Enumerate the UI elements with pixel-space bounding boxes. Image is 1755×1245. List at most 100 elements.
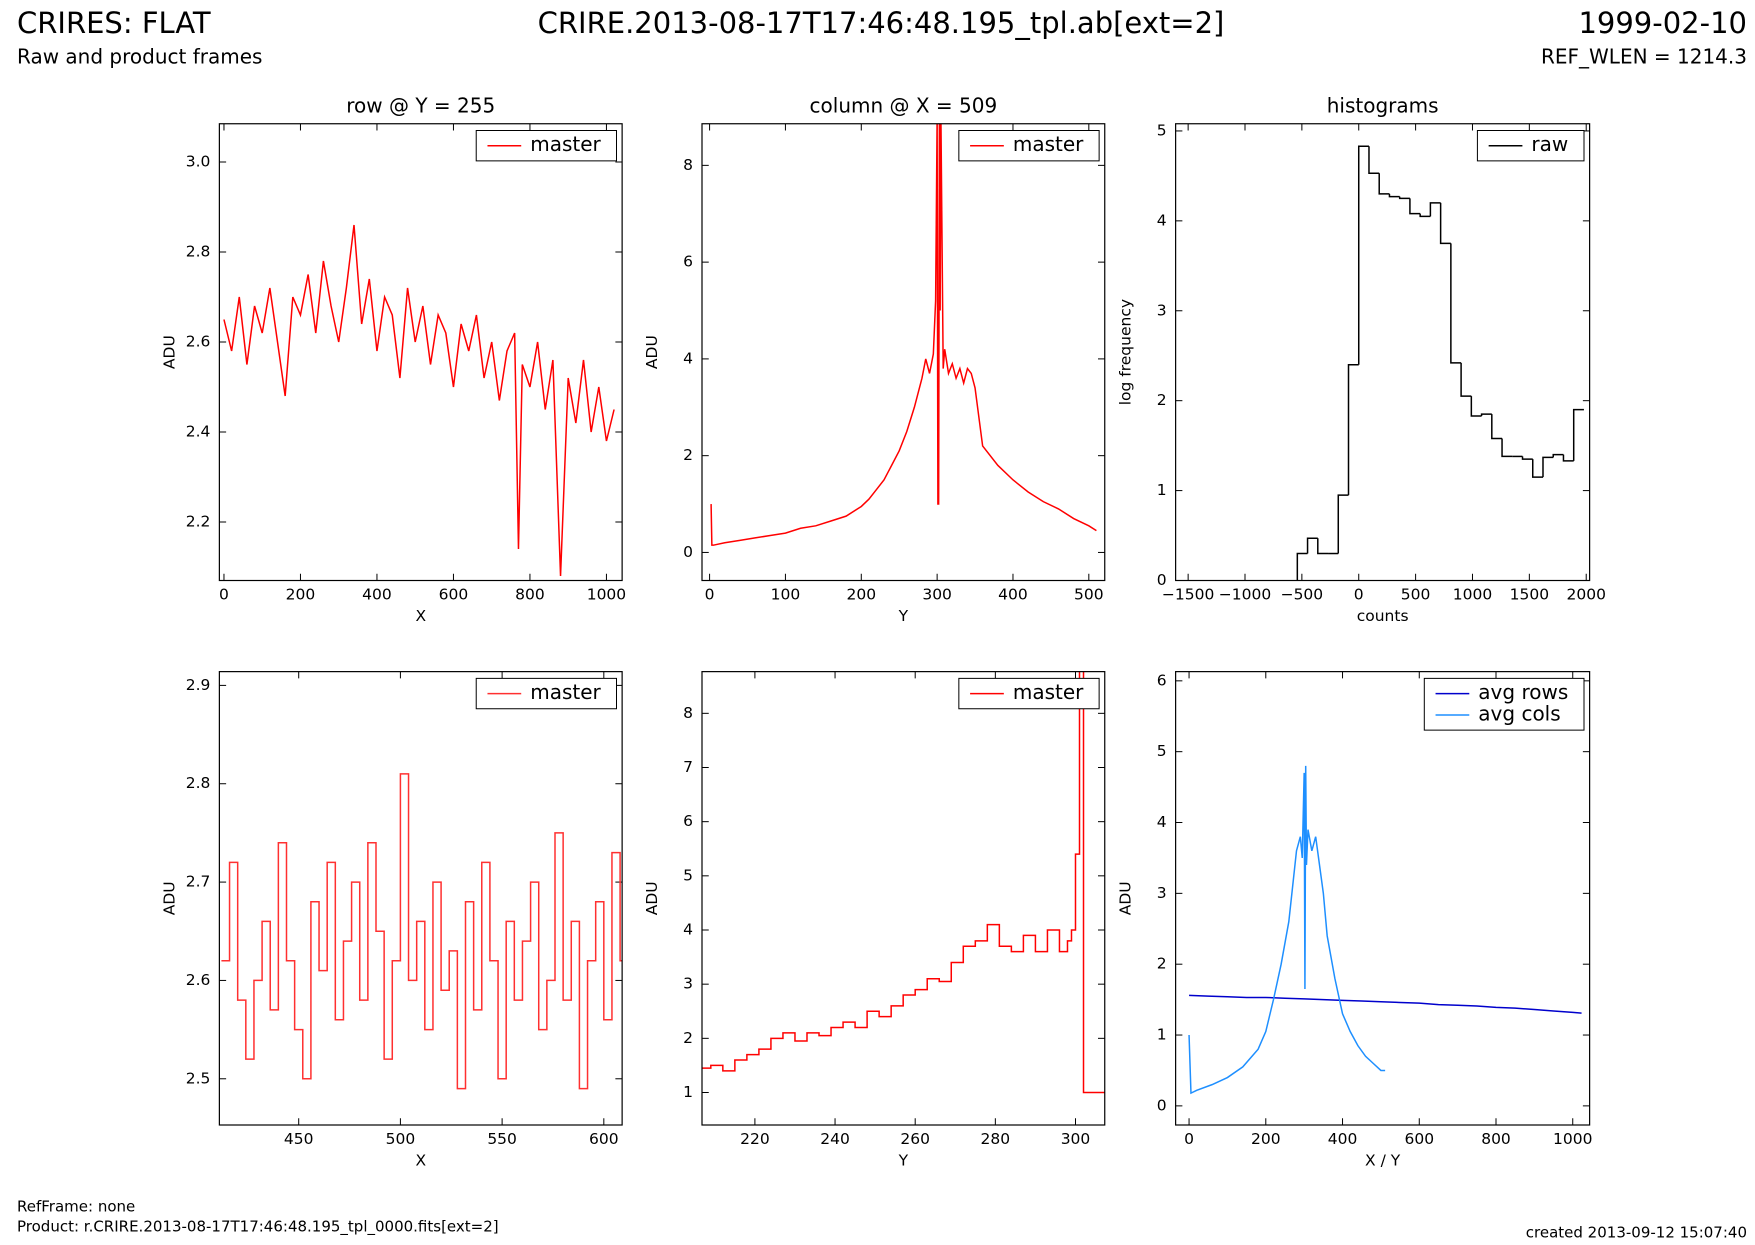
plot-area	[1188, 765, 1582, 1095]
created: created 2013-09-12 15:07:40	[1526, 1224, 1747, 1242]
x-tick-label: 300	[922, 586, 952, 604]
file-name: CRIRE.2013-08-17T17:46:48.195_tpl.ab[ext…	[538, 6, 1225, 40]
x-tick-label: −1500	[1162, 586, 1214, 604]
x-tick-label: 450	[284, 1130, 314, 1148]
x-tick-label: 300	[1061, 1130, 1091, 1148]
legend-label: raw	[1531, 132, 1568, 156]
x-tick-label: 500	[386, 1130, 416, 1148]
data-line	[1188, 765, 1386, 1095]
histogram-bin	[1450, 243, 1462, 364]
y-tick-label: 2.8	[186, 774, 211, 792]
y-tick-label: 6	[683, 812, 693, 830]
histogram-bin	[1419, 213, 1431, 218]
refframe: RefFrame: none	[17, 1198, 135, 1216]
histogram-bin	[1296, 552, 1308, 581]
y-tick-label: 7	[683, 758, 693, 776]
y-tick-label: 2.8	[186, 243, 211, 261]
x-tick-label: −500	[1281, 586, 1324, 604]
y-tick-label: 2	[683, 446, 693, 464]
x-tick-label: 0	[219, 586, 229, 604]
y-tick-label: 6	[1157, 671, 1167, 689]
legend-label: master	[530, 132, 601, 156]
y-tick-label: 2.5	[186, 1069, 211, 1087]
data-line	[223, 224, 615, 577]
y-axis-label: log frequency	[1117, 299, 1135, 405]
y-tick-label: 2	[683, 1029, 693, 1047]
x-axis-label: X	[415, 1152, 426, 1170]
histogram-bin	[1460, 362, 1472, 397]
legend-label: avg cols	[1478, 701, 1560, 725]
panel: −1500 −1000 −500 0 500 1000 1500 2000 0 1 2 3 4 5 hist…	[1117, 93, 1606, 625]
histogram-bin	[1439, 202, 1451, 245]
legend-box	[958, 677, 1100, 710]
legend-label: master	[530, 680, 601, 704]
legend: raw	[1476, 130, 1585, 162]
histogram-bin	[1317, 538, 1329, 555]
axes-frame	[218, 671, 623, 1126]
legend-label: master	[1013, 680, 1084, 704]
x-tick-label: 400	[362, 586, 392, 604]
legend: master	[475, 677, 617, 710]
y-tick-label: 3	[1157, 884, 1167, 902]
y-tick-label: 1	[683, 1083, 693, 1101]
x-axis-label: Y	[898, 1152, 909, 1170]
y-tick-label: 3	[1157, 301, 1167, 319]
y-axis-label: ADU	[643, 881, 661, 915]
y-tick-label: 2	[1157, 391, 1167, 409]
axes-frame	[1175, 671, 1591, 1126]
plot-area	[221, 773, 623, 1090]
x-tick-label: 1500	[1510, 586, 1549, 604]
plot-area	[223, 224, 615, 577]
histogram-bin	[1368, 146, 1380, 174]
histogram-bin	[1501, 438, 1513, 458]
histogram-bin	[1562, 454, 1574, 462]
plot-area	[702, 671, 1105, 1094]
y-tick-label: 3	[683, 975, 693, 993]
histogram-bin	[1337, 494, 1349, 554]
x-tick-label: 1000	[1453, 586, 1492, 604]
y-tick-label: 4	[1157, 211, 1167, 229]
figure-title: CRIRES: FLAT	[17, 6, 211, 40]
panel-title: histograms	[1327, 93, 1439, 117]
histogram-bin	[1347, 363, 1359, 496]
y-tick-label: 2.9	[186, 676, 211, 694]
x-tick-label: 0	[1184, 1130, 1194, 1148]
axes-frame	[701, 123, 1106, 582]
axes-frame	[701, 671, 1106, 1126]
histogram-bin	[1542, 456, 1554, 478]
plot-area	[710, 123, 1097, 546]
y-tick-label: 2.7	[186, 873, 211, 891]
x-tick-label: 1000	[1553, 1130, 1592, 1148]
y-tick-label: 0	[1157, 571, 1167, 589]
y-tick-label: 2.6	[186, 971, 211, 989]
x-tick-label: 200	[286, 586, 316, 604]
x-tick-label: 550	[487, 1130, 517, 1148]
y-tick-label: 5	[1157, 742, 1167, 760]
x-tick-label: 500	[1401, 586, 1431, 604]
y-axis-label: ADU	[160, 335, 178, 369]
x-axis-label: counts	[1357, 607, 1409, 625]
x-tick-label: 800	[1481, 1130, 1511, 1148]
y-tick-label: 1	[1157, 1026, 1167, 1044]
histogram-bin	[1470, 396, 1482, 417]
y-tick-label: 4	[1157, 813, 1167, 831]
panel: 0 200 400 600 800 1000 2.2 2.4 2.6 2.8 3.0 row @ Y …	[160, 93, 626, 625]
histogram-bin	[1572, 408, 1584, 461]
legend: master	[958, 130, 1100, 162]
panel-title: column @ X = 509	[810, 93, 998, 117]
x-tick-label: 500	[1074, 586, 1104, 604]
step-line	[221, 773, 623, 1090]
y-tick-label: 0	[683, 543, 693, 561]
date: 1999-02-10	[1578, 6, 1747, 40]
y-tick-label: 2.4	[186, 423, 211, 441]
y-tick-label: 4	[683, 921, 693, 939]
histogram-bin	[1357, 145, 1369, 365]
y-axis-label: ADU	[1117, 881, 1135, 915]
x-tick-label: 0	[1354, 586, 1364, 604]
data-line	[710, 123, 1097, 546]
panel: 0 200 400 600 800 1000 0 1 2 3 4 5 6 X / Y ADU avg rows…	[1117, 671, 1592, 1170]
y-tick-label: 2.2	[186, 513, 211, 531]
y-tick-label: 5	[683, 866, 693, 884]
x-tick-label: −1000	[1219, 586, 1271, 604]
